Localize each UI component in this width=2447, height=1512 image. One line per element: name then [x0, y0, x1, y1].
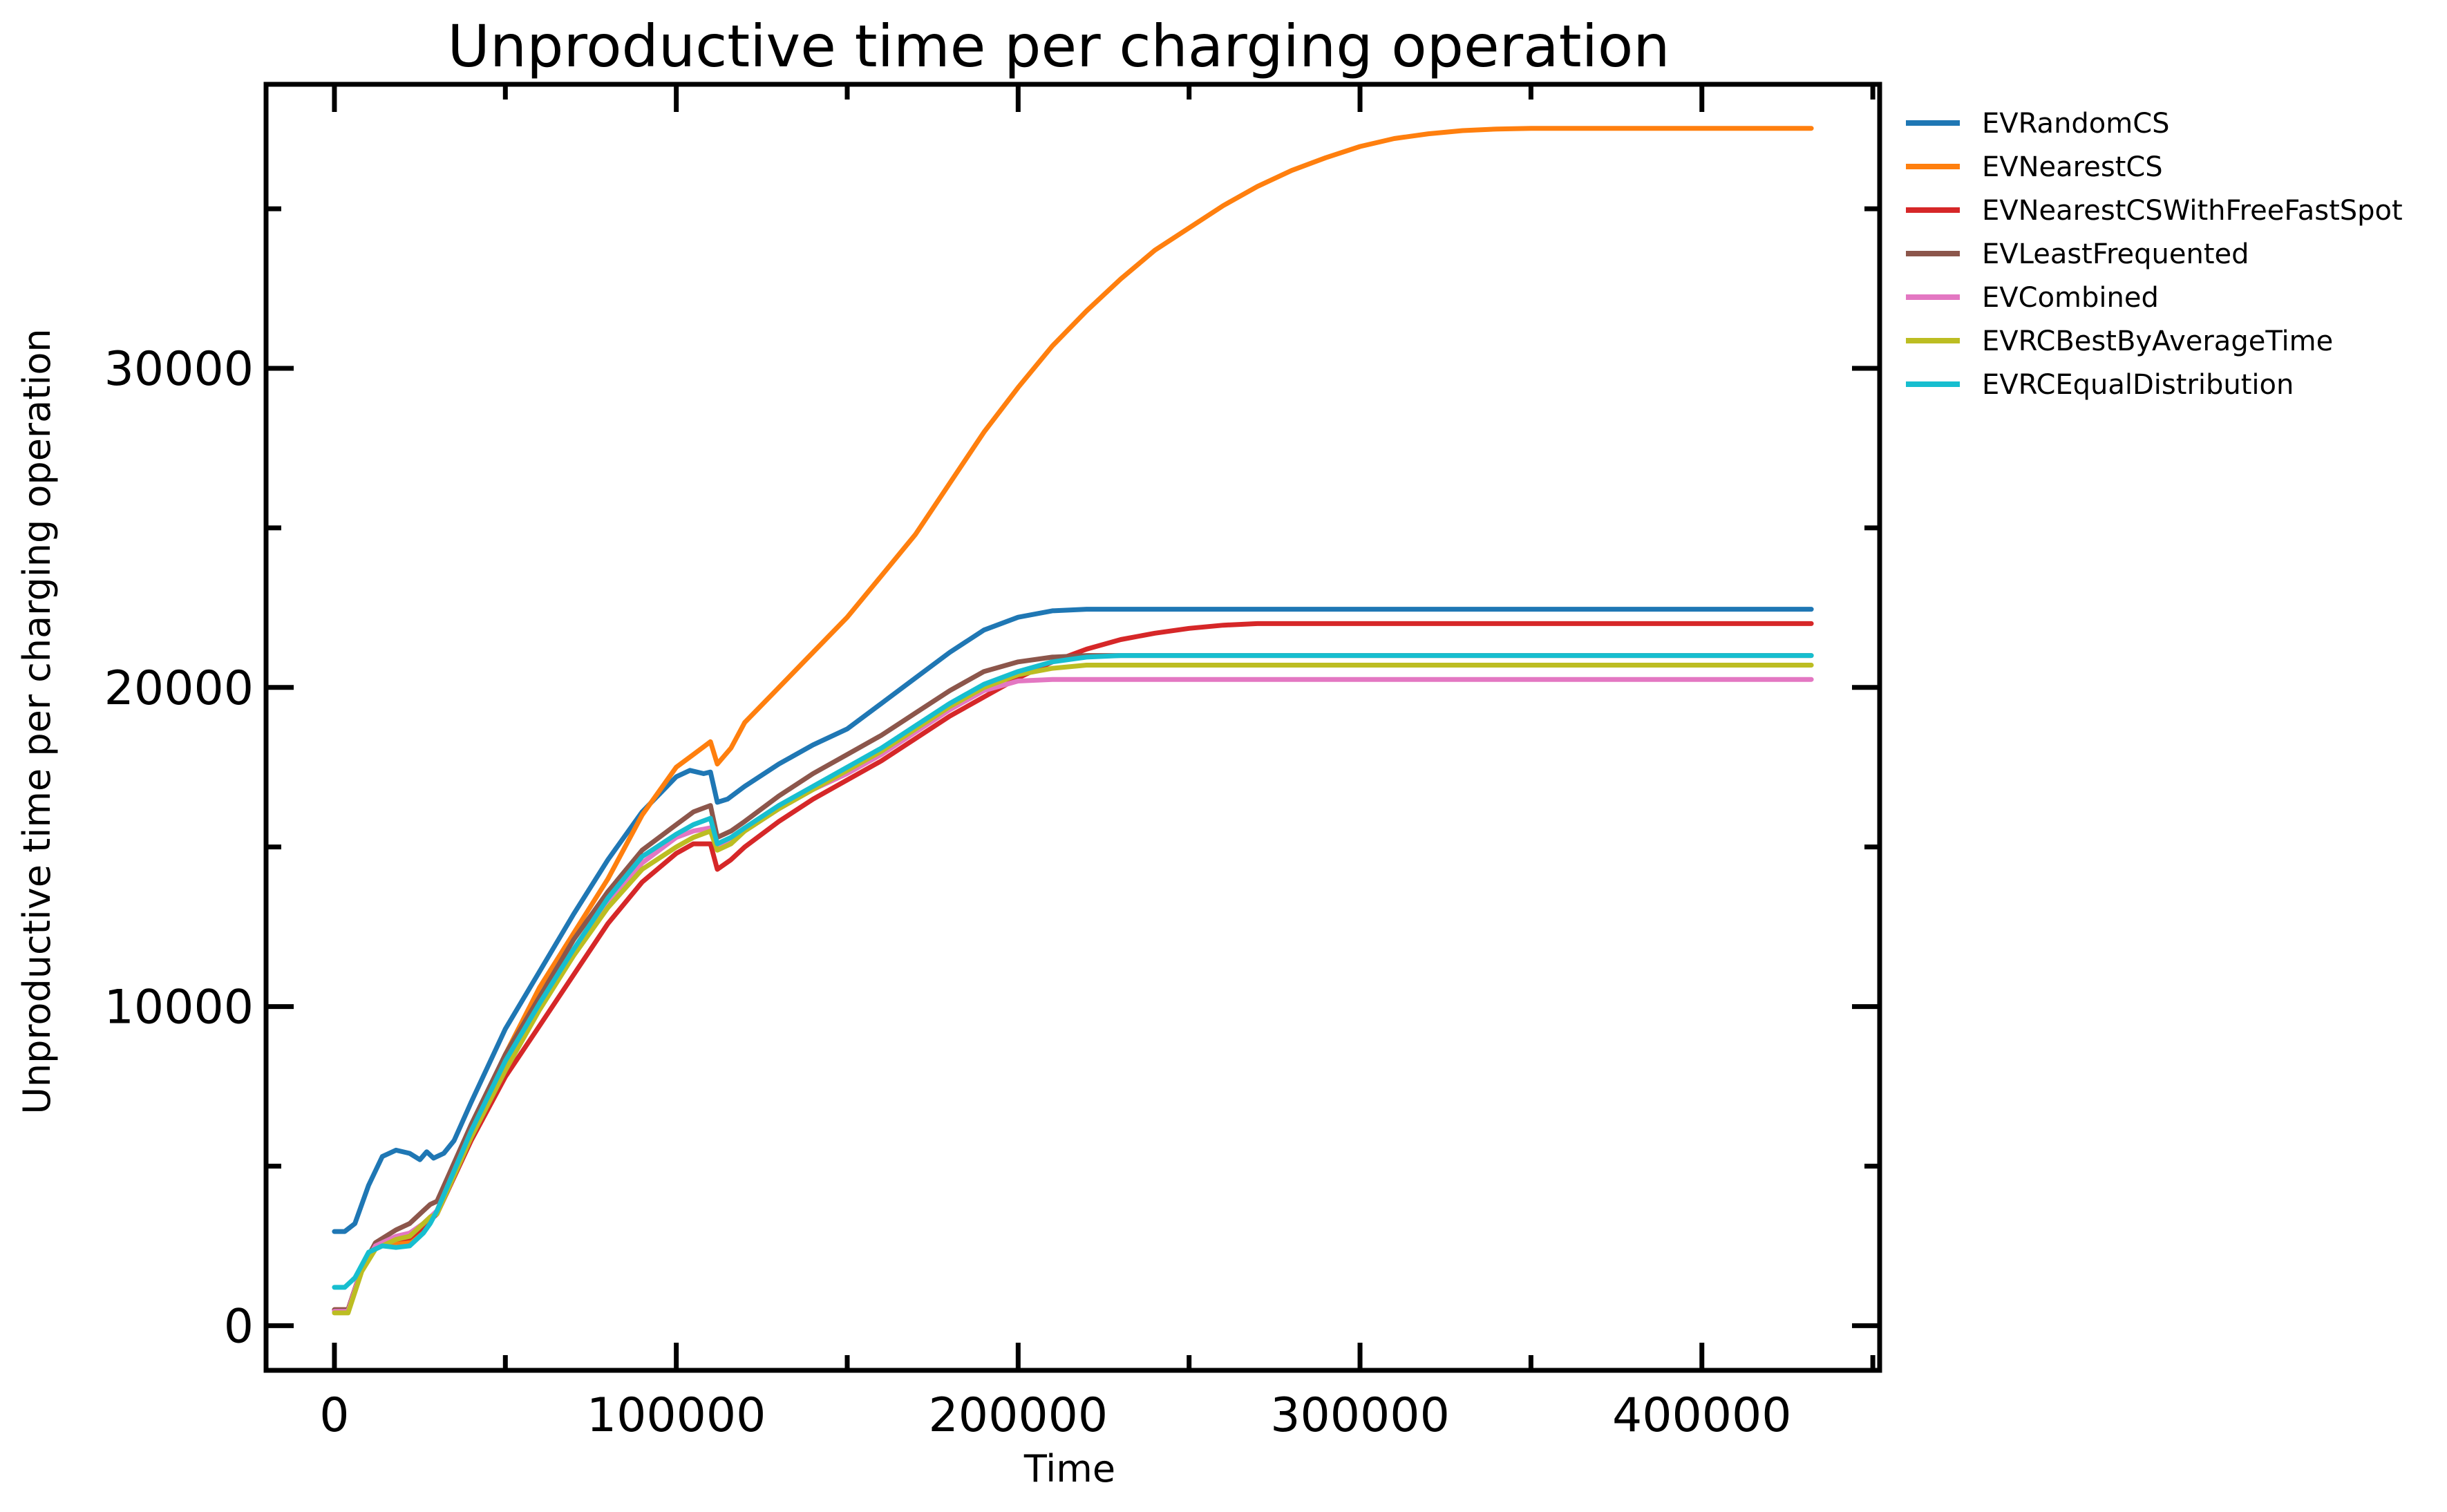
legend-label-EVRCBestByAverageTime: EVRCBestByAverageTime	[1982, 325, 2333, 357]
x-tick-label: 100000	[587, 1388, 766, 1443]
legend-label-EVCombined: EVCombined	[1982, 282, 2159, 314]
x-tick-label: 300000	[1270, 1388, 1450, 1443]
legend-label-EVRandomCS: EVRandomCS	[1982, 108, 2170, 140]
legend-label-EVNearestCS: EVNearestCS	[1982, 151, 2163, 183]
legend-label-EVNearestCSWithFreeFastSpot: EVNearestCSWithFreeFastSpot	[1982, 195, 2403, 227]
series-line-EVLeastFrequented	[332, 653, 1814, 1312]
y-tick-label: 20000	[104, 661, 254, 716]
x-tick-label: 200000	[929, 1388, 1108, 1443]
legend-label-EVRCEqualDistribution: EVRCEqualDistribution	[1982, 369, 2294, 401]
chart-title: Unproductive time per charging operation	[447, 12, 1670, 80]
series-line-EVRCBestByAverageTime	[332, 663, 1814, 1316]
legend-label-EVLeastFrequented: EVLeastFrequented	[1982, 238, 2249, 270]
y-axis-title: Unproductive time per charging operation	[15, 328, 59, 1114]
series-line-EVCombined	[332, 677, 1814, 1314]
series-line-EVRCEqualDistribution	[332, 653, 1814, 1290]
y-tick-label: 10000	[104, 981, 254, 1035]
series-line-EVRandomCS	[332, 607, 1814, 1234]
series-line-EVNearestCS	[332, 126, 1814, 1312]
y-tick-label: 30000	[104, 342, 254, 397]
x-tick-label: 0	[319, 1388, 349, 1443]
x-tick-label: 400000	[1612, 1388, 1792, 1443]
tick-labels: 0 100000 200000 300000 400000 0 10000 20000 3000…	[104, 342, 1792, 1443]
y-tick-label: 0	[224, 1299, 254, 1354]
legend: EVRandomCS EVNearestCS EVNearestCSWithFree…	[1906, 108, 2403, 401]
plot-frame	[263, 82, 1882, 1373]
axes-ticks	[266, 84, 1880, 1370]
x-axis-title: Time	[1023, 1447, 1115, 1491]
plot-lines	[332, 126, 1814, 1316]
